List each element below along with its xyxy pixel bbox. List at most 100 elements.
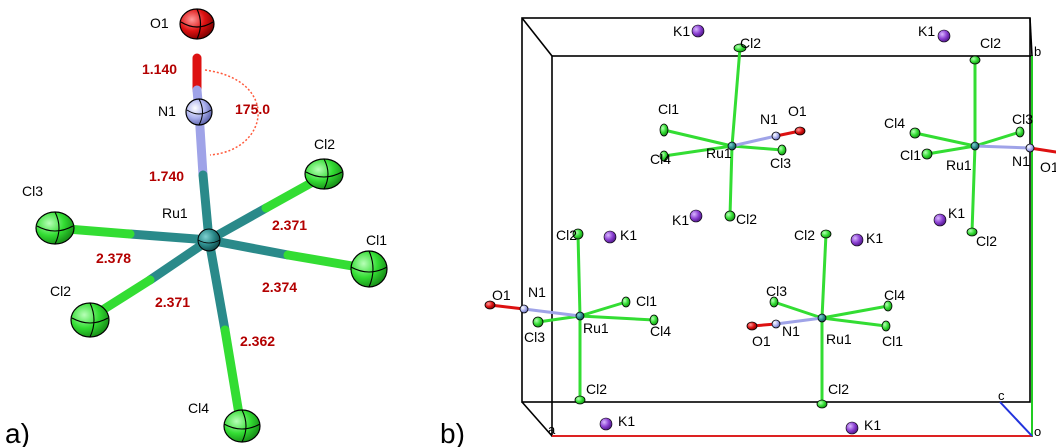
label-n1: N1	[528, 284, 546, 300]
bond-ru1-cl2-bottom-ru-half	[145, 235, 214, 285]
axis-c-label: c	[998, 388, 1005, 403]
cell-edge-top-left	[521, 17, 553, 57]
label-o1: O1	[1040, 159, 1056, 175]
unit-cell	[521, 17, 1033, 437]
label-cl2: Cl2	[976, 233, 997, 249]
atom-cl2-bottom	[70, 302, 110, 338]
label-k1: K1	[672, 212, 689, 228]
label-cl3: Cl3	[524, 329, 545, 345]
label-cl3: Cl3	[770, 155, 791, 171]
label-k1: K1	[620, 227, 637, 243]
label-n1: N1	[782, 323, 800, 339]
label-cl2: Cl2	[556, 227, 577, 243]
label-cl4: Cl4	[650, 151, 671, 167]
atom-o1	[179, 8, 215, 40]
k1-atom	[691, 24, 705, 38]
label-n1: N1	[760, 111, 778, 127]
value-ru1-cl1: 2.374	[262, 279, 297, 295]
label-o1: O1	[788, 103, 807, 119]
label-cl3: Cl3	[1012, 111, 1033, 127]
label-cl2: Cl2	[586, 381, 607, 397]
panel-a-bonds	[50, 53, 369, 425]
axis-origin-label: o	[1034, 424, 1041, 439]
potassium-atoms	[599, 24, 951, 435]
value-n1-o1: 1.140	[142, 61, 177, 77]
label-k1: K1	[864, 417, 881, 433]
label-cl2: Cl2	[736, 211, 757, 227]
label-n1: N1	[158, 103, 176, 119]
value-angle: 175.0	[235, 101, 270, 117]
label-cl4: Cl4	[650, 323, 671, 339]
label-cl4: Cl4	[884, 115, 905, 131]
label-ru1: Ru1	[583, 320, 609, 336]
label-cl1: Cl1	[636, 293, 657, 309]
value-ru1-cl2-bottom: 2.371	[155, 294, 190, 310]
label-k1: K1	[948, 205, 965, 221]
label-cl2: Cl2	[740, 35, 761, 51]
label-o1: O1	[492, 287, 511, 303]
axis-b-label: b	[1034, 44, 1041, 59]
atom-n1	[185, 98, 213, 126]
value-ru1-cl2-top: 2.371	[272, 217, 307, 233]
k1-atom	[933, 213, 947, 227]
label-ru1: Ru1	[946, 157, 972, 173]
panel-b: a b c o	[440, 17, 1056, 447]
label-o1: O1	[150, 15, 169, 31]
label-k1: K1	[673, 23, 690, 39]
k1-atom	[689, 209, 703, 223]
atom-cl4	[223, 409, 261, 443]
bond-ru1-cl1-ru-half	[204, 235, 293, 260]
panel-b-labels: K1 Cl2 K1 Cl2 Cl1 N1 O1 Cl4 Ru1 Cl3 Cl4 …	[492, 23, 1056, 433]
label-o1: O1	[752, 333, 771, 349]
label-cl4: Cl4	[884, 287, 905, 303]
value-ru1-cl4: 2.362	[240, 333, 275, 349]
label-k1: K1	[866, 230, 883, 246]
cell-edge-top-right	[1029, 17, 1033, 57]
panel-b-label: b)	[440, 418, 465, 447]
k1-atom	[599, 417, 613, 431]
k1-atom	[850, 233, 864, 247]
complex-bottom-left	[484, 228, 659, 405]
cell-back-face	[521, 17, 1031, 403]
label-cl3: Cl3	[766, 283, 787, 299]
angle-arc	[204, 69, 259, 156]
bond-ru1-cl4-cl-half	[220, 325, 245, 425]
k1-atom	[937, 29, 951, 43]
atom-cl2-top	[304, 158, 344, 190]
value-ru1-cl3: 2.378	[96, 250, 131, 266]
label-cl2: Cl2	[828, 381, 849, 397]
atom-cl1	[350, 250, 388, 288]
complex-bottom-middle	[746, 229, 893, 409]
value-ru1-n1: 1.740	[149, 168, 184, 184]
label-cl1: Cl1	[366, 232, 387, 248]
label-cl2-top: Cl2	[314, 136, 335, 152]
label-cl1: Cl1	[882, 333, 903, 349]
label-ru1: Ru1	[162, 205, 188, 221]
label-cl1: Cl1	[900, 147, 921, 163]
label-cl1: Cl1	[658, 101, 679, 117]
bond-ru1-cl4-ru-half	[204, 235, 230, 335]
k1-atom	[845, 421, 859, 435]
atom-ru1	[197, 228, 221, 252]
panel-a: O1 N1 Ru1 Cl3 Cl2 Cl1 Cl2 Cl4 1.140 175.…	[5, 8, 388, 447]
label-n1: N1	[1012, 153, 1030, 169]
label-cl3: Cl3	[22, 183, 43, 199]
cell-edge-bottom-left	[521, 401, 553, 437]
atom-cl3	[35, 211, 75, 245]
axis-c-line	[999, 401, 1033, 437]
label-ru1: Ru1	[826, 331, 852, 347]
k1-atom	[603, 230, 617, 244]
panel-a-label: a)	[5, 418, 30, 447]
complex-top-middle	[659, 43, 806, 222]
label-cl4: Cl4	[188, 400, 209, 416]
axis-a-label: a	[548, 422, 556, 437]
label-cl2: Cl2	[794, 227, 815, 243]
label-ru1: Ru1	[706, 145, 732, 161]
label-cl2: Cl2	[980, 35, 1001, 51]
bond-ru1-cl3-ru-half	[125, 229, 214, 245]
label-k1: K1	[918, 23, 935, 39]
label-cl2-bottom: Cl2	[50, 283, 71, 299]
label-k1: K1	[618, 413, 635, 429]
